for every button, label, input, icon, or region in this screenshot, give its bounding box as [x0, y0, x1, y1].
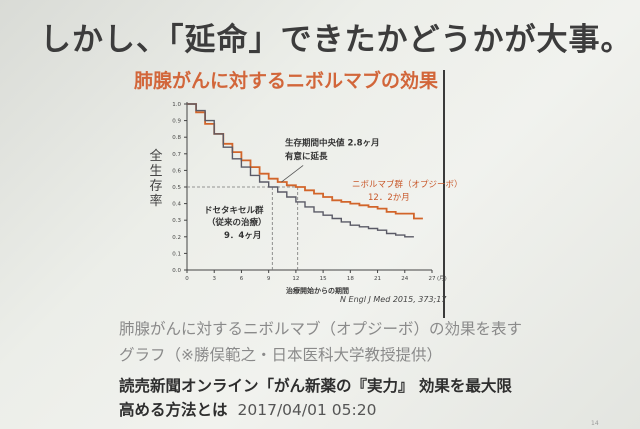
y-tick-label: 0.2 [172, 235, 181, 241]
caption-line-1: 肺腺がんに対するニボルマブ（オプジーボ）の効果を表す [119, 320, 523, 338]
chart-title: 肺腺がんに対するニボルマブの効果 [134, 70, 439, 92]
median-label-nivolumab: 12．2か月 [368, 193, 410, 203]
annotation-arrow [281, 165, 304, 183]
article-timestamp: 2017/04/01 05:20 [237, 401, 377, 419]
x-tick-label: 15 [320, 276, 327, 282]
y-tick-label: 0.8 [172, 135, 181, 141]
series-line-nivolumab [187, 103, 423, 220]
y-tick-label: 0.9 [172, 119, 181, 125]
x-tick-label: 18 [347, 276, 354, 282]
image-caption: 肺腺がんに対するニボルマブ（オプジーボ）の効果を表す グラフ（※勝俣範之・日本医… [119, 316, 559, 368]
y-tick-label: 0.0 [172, 268, 181, 274]
chart-source: N Engl J Med 2015, 373;17 [340, 295, 447, 304]
annotation-2: 有意に延長 [285, 151, 328, 162]
y-tick-label: 0.1 [172, 251, 181, 257]
series-label-docetaxel: ドセタキセル群 [204, 205, 264, 216]
y-tick-label: 0.3 [172, 218, 181, 224]
x-tick-label: 24 [401, 276, 408, 282]
annotation-1: 生存期間中央値 2.8ヶ月 [285, 138, 380, 149]
x-tick-label: 21 [374, 276, 381, 282]
y-tick-label: 0.7 [172, 152, 181, 158]
y-axis-label: 全生存率 [149, 148, 162, 209]
article-headline: 読売新聞オンライン「がん新薬の『実力』 効果を最大限 高める方法とは 2017/0… [119, 374, 579, 422]
y-tick-label: 1.0 [172, 102, 181, 108]
x-tick-label: 0 [185, 276, 189, 282]
x-tick-label: 9 [267, 276, 271, 282]
caption-line-2: グラフ（※勝俣範之・日本医科大学教授提供） [119, 346, 442, 364]
median-label-docetaxel: 9．4ヶ月 [224, 231, 261, 241]
series-line-docetaxel [187, 103, 414, 238]
y-tick-label: 0.4 [172, 202, 181, 208]
x-tick-label: 12 [292, 276, 299, 282]
x-tick-label: 3 [212, 276, 216, 282]
headline-line-1: 読売新聞オンライン「がん新薬の『実力』 効果を最大限 [119, 377, 512, 395]
x-tick-label: 27 [429, 276, 436, 282]
series-label-docetaxel-sub: （従来の治療） [207, 217, 267, 228]
x-axis-unit: (月) [437, 275, 447, 282]
x-axis-label: 治療開始からの期間 [286, 286, 349, 295]
screen-edge-line [443, 70, 445, 318]
series-label-nivolumab: ニボルマブ群（オプジーボ） [352, 179, 463, 190]
y-tick-label: 0.6 [172, 168, 181, 174]
y-tick-label: 0.5 [172, 185, 181, 191]
x-tick-label: 6 [240, 276, 244, 282]
headline-line-2: 高める方法とは 2017/04/01 05:20 [119, 398, 579, 422]
headline-line-2-text: 高める方法とは [119, 401, 228, 419]
slide-title: しかし、「延命」できたかどうかが大事。 [40, 22, 633, 58]
page-number: 14 [591, 420, 599, 427]
